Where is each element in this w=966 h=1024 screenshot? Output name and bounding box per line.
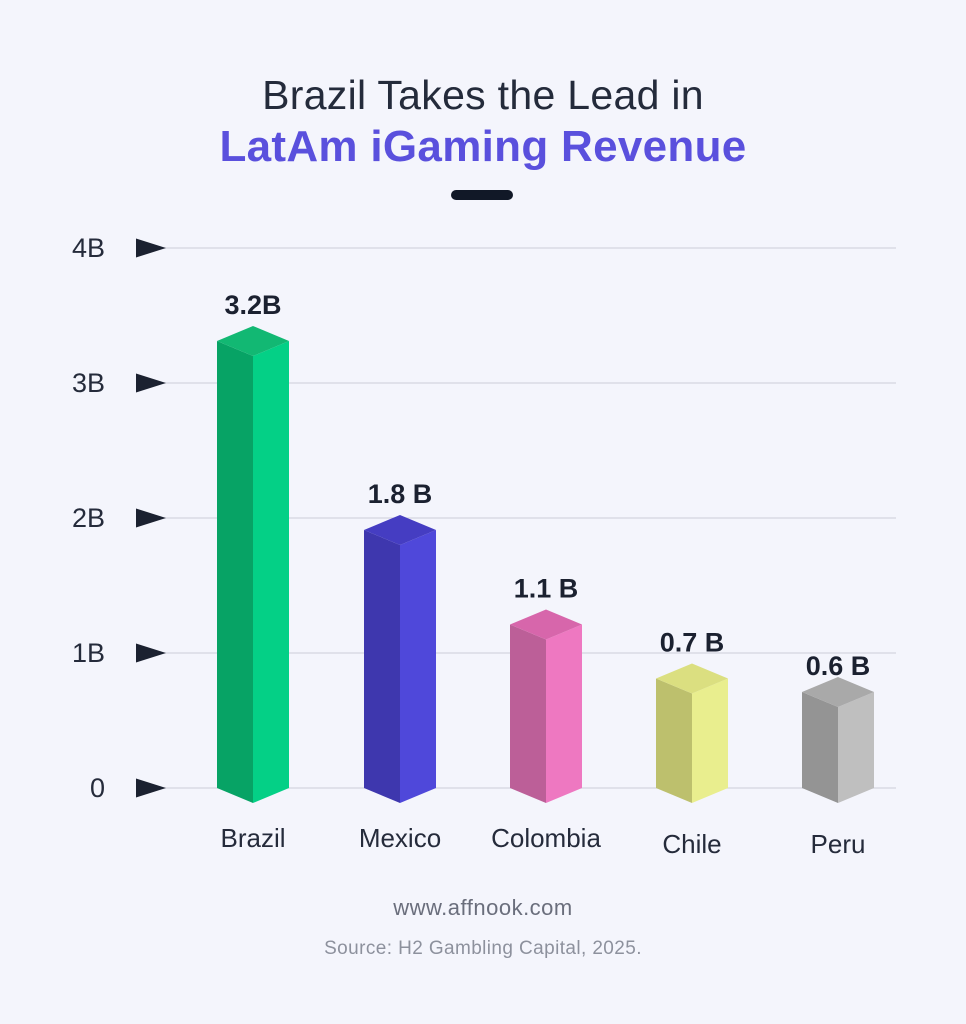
axis-arrow-icon-1b (136, 643, 166, 663)
y-tick-label-1b: 1B (72, 638, 105, 668)
bar-value-label-colombia: 1.1 B (514, 574, 579, 604)
bar-top-face-peru (802, 677, 874, 707)
bar-right-face-chile (692, 678, 728, 803)
category-label-brazil: Brazil (220, 823, 285, 853)
bar-value-label-peru: 0.6 B (806, 651, 871, 681)
axis-arrow-icon-2b (136, 508, 166, 528)
bar-right-face-peru (838, 692, 874, 803)
category-label-chile: Chile (662, 829, 721, 859)
bar-left-face-chile (656, 678, 692, 803)
category-label-colombia: Colombia (491, 823, 601, 853)
y-tick-label-3b: 3B (72, 368, 105, 398)
category-label-mexico: Mexico (359, 823, 441, 853)
website-url: www.affnook.com (393, 895, 573, 920)
page-title-line1: Brazil Takes the Lead in (262, 72, 704, 118)
page-title-line2: LatAm iGaming Revenue (219, 122, 747, 171)
bar-right-face-brazil (253, 341, 289, 803)
y-tick-label-4b: 4B (72, 233, 105, 263)
y-tick-label-0: 0 (90, 773, 105, 803)
y-tick-label-2b: 2B (72, 503, 105, 533)
bar-top-face-chile (656, 663, 728, 694)
bar-value-label-chile: 0.7 B (660, 628, 725, 658)
bar-top-face-brazil (217, 326, 289, 356)
bar-top-face-mexico (364, 515, 436, 545)
bar-left-face-peru (802, 692, 838, 803)
category-label-peru: Peru (811, 829, 866, 859)
bar-value-label-brazil: 3.2B (224, 290, 281, 320)
bar-value-label-mexico: 1.8 B (368, 479, 433, 509)
source-attribution: Source: H2 Gambling Capital, 2025. (324, 938, 642, 959)
title-underline-dash (451, 190, 513, 200)
axis-arrow-icon-0 (136, 778, 166, 798)
bar-left-face-mexico (364, 530, 400, 803)
bar-top-face-colombia (510, 609, 582, 640)
axis-arrow-icon-4b (136, 238, 166, 258)
bar-left-face-colombia (510, 624, 546, 803)
axis-arrow-icon-3b (136, 373, 166, 393)
bar-right-face-mexico (400, 530, 436, 803)
bar-left-face-brazil (217, 341, 253, 803)
bar-right-face-colombia (546, 624, 582, 803)
